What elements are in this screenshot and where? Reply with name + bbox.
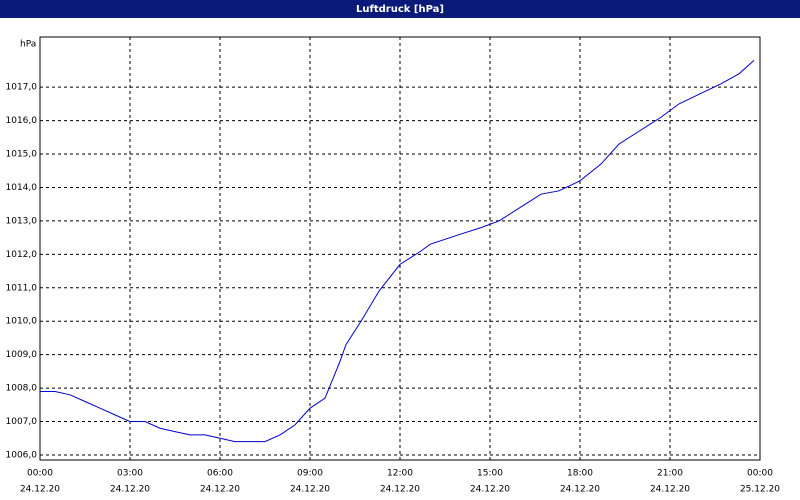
y-tick-label: 1010,0 xyxy=(6,317,38,327)
y-tick-label: 1011,0 xyxy=(6,283,38,293)
y-tick-label: 1008,0 xyxy=(6,384,38,394)
line xyxy=(40,60,755,443)
x-tick-label: 00:00 xyxy=(747,469,773,479)
y-tick-label: 1009,0 xyxy=(6,350,38,360)
x-tick-date: 24.12.20 xyxy=(290,485,330,495)
y-tick-label: 1013,0 xyxy=(6,216,38,226)
x-tick-date: 24.12.20 xyxy=(650,485,690,495)
chart-title: Luftdruck [hPa] xyxy=(356,4,444,15)
x-tick-label: 03:00 xyxy=(117,469,143,479)
y-tick-label: 1006,0 xyxy=(6,450,38,460)
x-tick-label: 15:00 xyxy=(477,469,503,479)
x-tick-date: 24.12.20 xyxy=(560,485,600,495)
x-tick-label: 21:00 xyxy=(657,469,683,479)
x-tick-label: 06:00 xyxy=(207,469,233,479)
y-tick-label: 1007,0 xyxy=(6,417,38,427)
x-tick-date: 25.12.20 xyxy=(740,485,780,495)
x-tick-label: 00:00 xyxy=(27,469,53,479)
title-bar xyxy=(0,0,800,18)
x-tick-label: 09:00 xyxy=(297,469,323,479)
x-tick-date: 24.12.20 xyxy=(200,485,240,495)
y-tick-label: 1012,0 xyxy=(6,250,38,260)
x-tick-date: 24.12.20 xyxy=(470,485,510,495)
x-tick-date: 24.12.20 xyxy=(110,485,150,495)
x-tick-date: 24.12.20 xyxy=(380,485,420,495)
y-unit: hPa xyxy=(20,40,36,50)
y-tick-label: 1014,0 xyxy=(6,183,38,193)
y-tick-label: 1017,0 xyxy=(6,83,38,93)
x-tick-label: 12:00 xyxy=(387,469,413,479)
x-tick-label: 18:00 xyxy=(567,469,593,479)
y-tick-label: 1015,0 xyxy=(6,150,38,160)
y-tick-label: 1016,0 xyxy=(6,116,38,126)
x-tick-date: 24.12.20 xyxy=(20,485,60,495)
